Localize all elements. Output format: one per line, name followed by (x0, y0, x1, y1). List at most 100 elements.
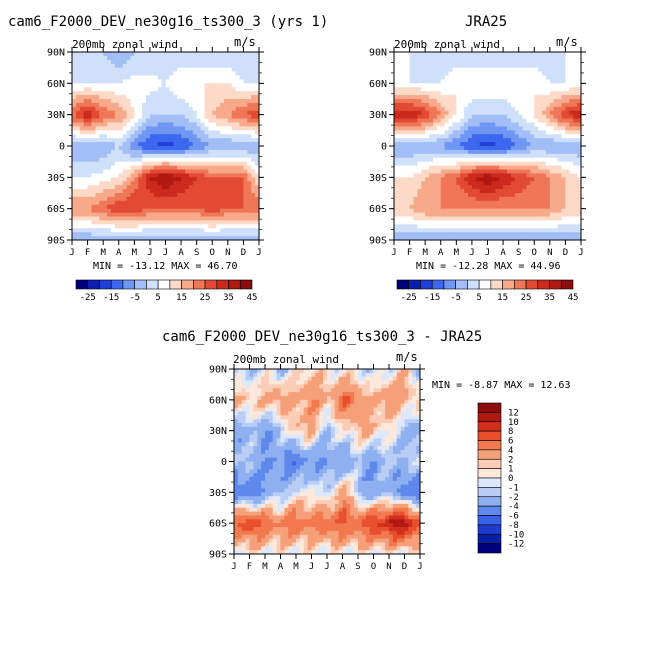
heatmap-cell (142, 118, 147, 123)
heatmap-cell (173, 95, 178, 100)
heatmap-cell (91, 106, 96, 112)
heatmap-cell (110, 95, 116, 100)
heatmap-cell (549, 161, 555, 166)
heatmap-cell (245, 453, 250, 459)
heatmap-cell (261, 426, 266, 432)
heatmap-cell (417, 193, 422, 198)
heatmap-cell (118, 146, 124, 151)
heatmap-cell (216, 173, 221, 178)
heatmap-cell (146, 173, 151, 178)
heatmap-cell (510, 122, 516, 127)
heatmap-cell (126, 228, 131, 233)
heatmap-cell (153, 71, 159, 76)
heatmap-cell (440, 200, 446, 206)
heatmap-cell (243, 177, 248, 182)
heatmap-cell (569, 91, 574, 96)
heatmap-cell (239, 185, 244, 190)
heatmap-cell (522, 83, 527, 88)
heatmap-cell (444, 99, 449, 104)
heatmap-cell (184, 173, 190, 178)
heatmap-cell (251, 204, 256, 210)
heatmap-cell (557, 236, 562, 241)
heatmap-cell (165, 153, 170, 159)
heatmap-cell (95, 110, 100, 116)
heatmap-cell (530, 236, 535, 241)
heatmap-cell (161, 126, 166, 131)
heatmap-cell (216, 189, 221, 194)
heatmap-cell (241, 500, 247, 505)
heatmap-cell (452, 83, 457, 88)
heatmap-cell (216, 71, 221, 76)
heatmap-cell (460, 236, 465, 241)
heatmap-cell (184, 149, 190, 155)
heatmap-cell (448, 216, 453, 221)
heatmap-cell (188, 200, 194, 206)
heatmap-cell (235, 232, 240, 237)
heatmap-cell (165, 185, 170, 190)
heatmap-cell (177, 228, 182, 233)
heatmap-cell (436, 146, 442, 151)
heatmap-cell (231, 130, 237, 135)
heatmap-cell (549, 142, 555, 147)
heatmap-cell (522, 193, 527, 198)
heatmap-cell (130, 146, 135, 151)
heatmap-cell (549, 193, 555, 198)
heatmap-cell (231, 110, 237, 116)
heatmap-cell (118, 87, 124, 92)
heatmap-cell (157, 142, 163, 147)
heatmap-cell (130, 130, 135, 135)
heatmap-cell (161, 142, 166, 147)
heatmap-cell (503, 181, 508, 186)
heatmap-cell (188, 99, 194, 104)
heatmap-cell (122, 106, 127, 112)
heatmap-cell (542, 71, 547, 76)
heatmap-cell (107, 236, 112, 241)
heatmap-cell (475, 122, 481, 127)
heatmap-cell (409, 118, 414, 123)
heatmap-cell (200, 114, 205, 119)
heatmap-cell (261, 476, 266, 482)
heatmap-cell (134, 220, 139, 225)
heatmap-cell (409, 185, 414, 190)
heatmap-cell (149, 224, 155, 229)
heatmap-cell (534, 122, 539, 127)
heatmap-cell (444, 71, 449, 76)
heatmap-cell (249, 426, 254, 432)
heatmap-cell (436, 224, 442, 229)
heatmap-cell (573, 118, 578, 123)
heatmap-cell (122, 169, 127, 174)
heatmap-cell (118, 110, 124, 116)
heatmap-cell (475, 146, 481, 151)
heatmap-cell (510, 87, 516, 92)
heatmap-cell (146, 118, 151, 123)
heatmap-cell (522, 122, 527, 127)
heatmap-cell (72, 165, 77, 170)
heatmap-cell (216, 63, 221, 69)
heatmap-cell (475, 83, 481, 88)
heatmap-cell (429, 212, 434, 217)
heatmap-cell (471, 99, 477, 104)
heatmap-cell (518, 212, 523, 217)
heatmap-cell (394, 228, 399, 233)
heatmap-cell (545, 122, 551, 127)
heatmap-cell (231, 67, 237, 72)
heatmap-cell (413, 216, 418, 221)
heatmap-cell (553, 126, 559, 131)
heatmap-cell (468, 99, 473, 104)
heatmap-cell (118, 216, 124, 221)
heatmap-cell (223, 200, 229, 206)
heatmap-cell (409, 95, 414, 100)
heatmap-cell (216, 157, 221, 163)
heatmap-cell (231, 149, 237, 155)
heatmap-cell (444, 114, 449, 119)
heatmap-cell (495, 87, 500, 92)
heatmap-cell (169, 181, 174, 186)
heatmap-cell (452, 59, 457, 65)
heatmap-cell (526, 67, 531, 72)
heatmap-cell (126, 126, 131, 131)
heatmap-cell (440, 99, 446, 104)
heatmap-cell (255, 122, 260, 127)
heatmap-cell (514, 118, 520, 123)
heatmap-cell (87, 196, 92, 202)
heatmap-cell (257, 500, 262, 505)
